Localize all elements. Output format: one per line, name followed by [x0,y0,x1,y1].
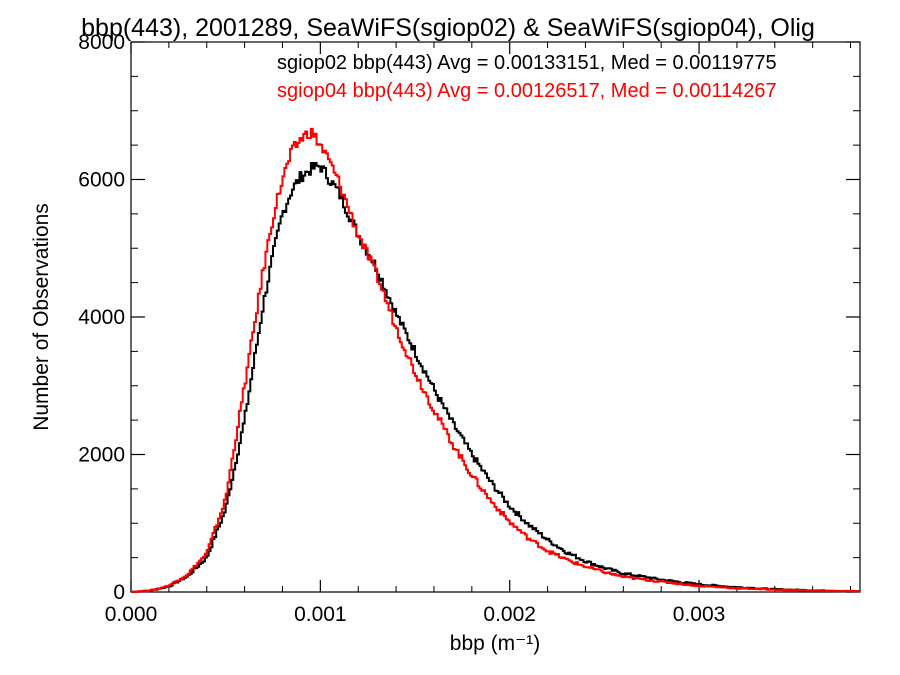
y-tick-label: 8000 [78,31,125,54]
series-line-sgiop02 [131,162,860,593]
x-axis-label: bbp (m⁻¹) [450,632,540,655]
y-axis-label: Number of Observations [30,203,53,431]
annotation-sgiop04: sgiop04 bbp(443) Avg = 0.00126517, Med =… [277,80,777,102]
y-tick-label: 0 [113,581,125,604]
y-tick-label: 4000 [78,306,125,329]
x-tick-label: 0.003 [673,603,726,626]
axis-ticks: 0.000 0.001 0.002 0.003 0 2000 4000 6000 8000 [78,31,860,626]
x-tick-label: 0.001 [294,603,347,626]
x-tick-label: 0.000 [105,603,158,626]
series-line-sgiop04 [131,127,860,593]
chart-title: bbp(443), 2001289, SeaWiFS(sgiop02) & Se… [81,14,815,42]
series-group [131,127,860,593]
y-tick-label: 2000 [78,444,125,467]
x-tick-label: 0.002 [483,603,536,626]
annotation-sgiop02: sgiop02 bbp(443) Avg = 0.00133151, Med =… [277,52,777,74]
y-tick-label: 6000 [78,169,125,192]
